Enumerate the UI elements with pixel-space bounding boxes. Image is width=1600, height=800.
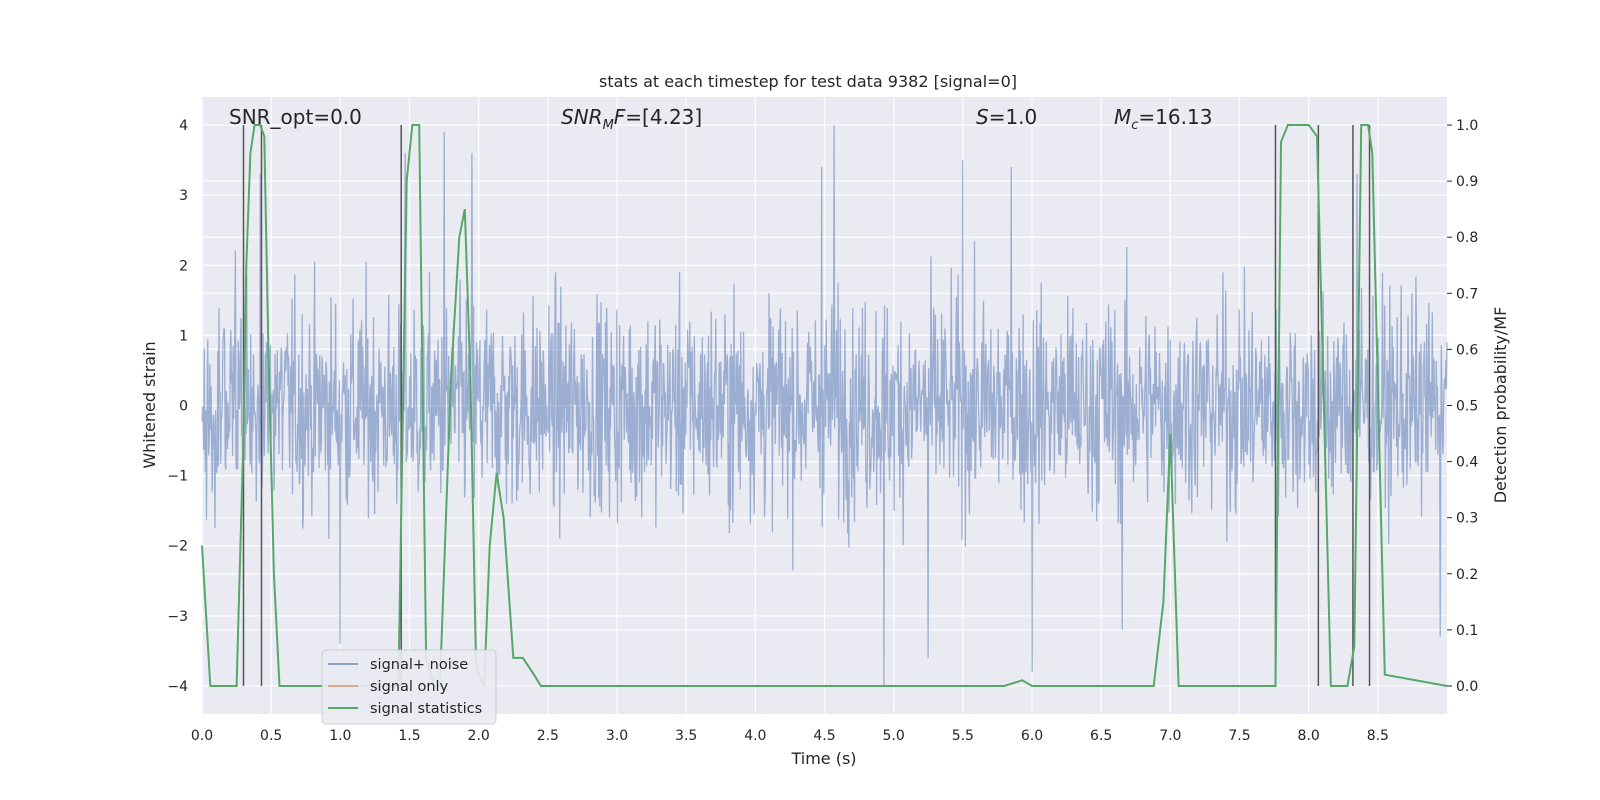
y-right-tick-label: 0.2 <box>1456 567 1478 583</box>
y-right-tick-label: 0.5 <box>1456 399 1478 415</box>
signal-statistics-line <box>201 124 1448 687</box>
annotation-snr-mf: SNRMF=[4.23] <box>561 105 702 133</box>
y-right-tick-labels: 0.0 0.1 0.2 0.3 0.4 0.5 0.6 0.7 0.8 0.9 1.0 <box>1447 118 1478 695</box>
annotation-s: S=1.0 <box>976 105 1037 129</box>
y-left-tick-label: 0 <box>179 399 188 415</box>
legend-label-signal-statistics: signal statistics <box>370 701 482 717</box>
annotation-mc: Mc=16.13 <box>1114 105 1212 133</box>
series-signal-statistics <box>201 124 1448 687</box>
legend-label-signal-plus-noise: signal+ noise <box>370 657 468 673</box>
y-right-tick-label: 0.8 <box>1456 230 1478 246</box>
x-tick-label: 8.5 <box>1367 728 1389 744</box>
x-tick-label: 2.5 <box>537 728 559 744</box>
y-left-tick-label: −4 <box>167 679 188 695</box>
y-right-tick-label: 0.7 <box>1456 286 1478 302</box>
y-axis-label-right: Detection probability/MF <box>1491 307 1510 504</box>
y-left-tick-label: 4 <box>179 118 188 134</box>
x-tick-labels: 0.0 0.5 1.0 1.5 2.0 2.5 3.0 3.5 4.0 4.5 5.0 5.5 6.0 6… <box>191 728 1389 744</box>
y-axis-label: Whitened strain <box>140 341 159 468</box>
y-right-tick-label: 0.4 <box>1456 455 1478 471</box>
x-tick-label: 5.5 <box>952 728 974 744</box>
x-tick-label: 7.5 <box>1228 728 1250 744</box>
x-tick-label: 6.0 <box>1021 728 1043 744</box>
x-tick-label: 7.0 <box>1159 728 1181 744</box>
y-left-tick-labels: −4 −3 −2 −1 0 1 2 3 4 <box>167 118 188 695</box>
x-tick-label: 6.5 <box>1090 728 1112 744</box>
y-left-tick-label: 1 <box>179 328 188 344</box>
legend-box <box>321 649 497 725</box>
x-tick-label: 1.0 <box>329 728 351 744</box>
x-tick-label: 5.0 <box>883 728 905 744</box>
y-left-tick-label: −1 <box>167 469 188 485</box>
legend: signal+ noise signal only signal statist… <box>321 649 497 725</box>
x-axis-label: Time (s) <box>790 749 856 768</box>
legend-label-signal-only: signal only <box>370 679 449 695</box>
x-tick-label: 4.0 <box>744 728 766 744</box>
x-tick-label: 4.5 <box>813 728 835 744</box>
x-tick-label: 0.5 <box>260 728 282 744</box>
y-right-tick-label: 0.3 <box>1456 511 1478 527</box>
x-tick-label: 8.0 <box>1298 728 1320 744</box>
x-tick-label: 3.0 <box>606 728 628 744</box>
y-left-tick-label: −2 <box>167 539 188 555</box>
y-left-tick-label: −3 <box>167 609 188 625</box>
x-tick-label: 0.0 <box>191 728 213 744</box>
y-right-tick-label: 0.9 <box>1456 174 1478 190</box>
y-right-tick-label: 0.6 <box>1456 342 1478 358</box>
x-tick-label: 1.5 <box>398 728 420 744</box>
strain-line <box>201 124 1448 687</box>
y-right-tick-label: 0.0 <box>1456 679 1478 695</box>
y-left-tick-label: 3 <box>179 188 188 204</box>
annotation-snr-opt: SNR_opt=0.0 <box>229 105 362 129</box>
x-tick-label: 2.0 <box>468 728 490 744</box>
y-right-tick-label: 1.0 <box>1456 118 1478 134</box>
chart-title: stats at each timestep for test data 938… <box>599 72 1017 91</box>
y-left-tick-label: 2 <box>179 258 188 274</box>
y-right-tick-label: 0.1 <box>1456 623 1478 639</box>
x-tick-label: 3.5 <box>675 728 697 744</box>
series-signal-plus-noise <box>201 124 1448 687</box>
